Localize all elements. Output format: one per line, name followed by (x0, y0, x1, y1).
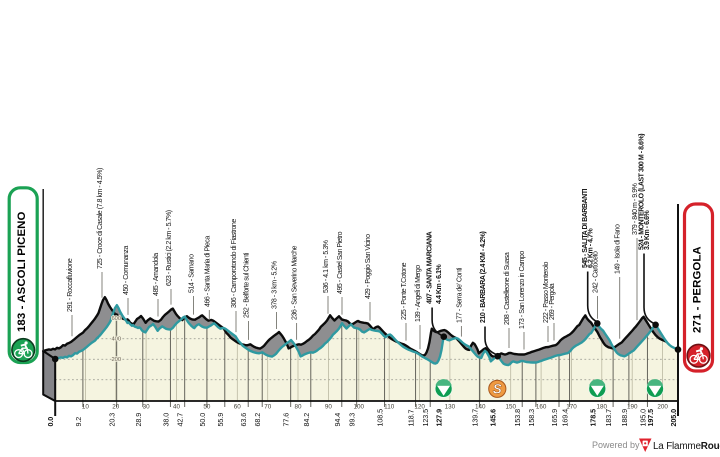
svg-text:173 - San Lorenzo in Campo: 173 - San Lorenzo in Campo (519, 251, 526, 329)
svg-text:188.9: 188.9 (620, 409, 629, 427)
svg-text:178.5: 178.5 (588, 409, 597, 427)
svg-text:139.7: 139.7 (470, 409, 479, 427)
svg-text:123.5: 123.5 (421, 409, 430, 427)
svg-text:0.0: 0.0 (46, 417, 55, 427)
svg-text:50.0: 50.0 (198, 413, 207, 427)
svg-text:545 - SALITA DI BARBANTI: 545 - SALITA DI BARBANTI (582, 188, 589, 268)
svg-text:180: 180 (597, 404, 608, 411)
svg-text:149 - Isola di Fano: 149 - Isola di Fano (615, 224, 622, 274)
svg-text:524 - MONTEROLO (LAST 300 M -: 524 - MONTEROLO (LAST 300 M - 8.6%) (639, 134, 646, 250)
svg-text:150: 150 (505, 404, 516, 411)
svg-text:183 - ASCOLI PICENO: 183 - ASCOLI PICENO (16, 211, 28, 332)
svg-text:Powered by: Powered by (592, 440, 640, 450)
svg-text:379 - 840 m - 9.9%: 379 - 840 m - 9.9% (632, 183, 639, 235)
svg-text:514 - Sarnano: 514 - Sarnano (189, 254, 196, 293)
svg-text:20: 20 (112, 404, 120, 411)
svg-text:306 - Camporotondo di Fiastron: 306 - Camporotondo di Fiastrone (231, 219, 238, 308)
svg-text:100: 100 (354, 404, 365, 411)
svg-text:725 - Croce di Casale (7.8 km: 725 - Croce di Casale (7.8 km - 4.5%) (97, 168, 104, 269)
svg-text:94.4: 94.4 (333, 413, 342, 427)
svg-text:378 - 3 km - 5.2%: 378 - 3 km - 5.2% (272, 261, 279, 309)
svg-text:84.2: 84.2 (302, 413, 311, 427)
svg-text:99.3: 99.3 (348, 413, 357, 427)
svg-text:183.7: 183.7 (604, 409, 613, 427)
svg-text:30: 30 (143, 404, 151, 411)
svg-text:450 - Comunanza: 450 - Comunanza (123, 246, 130, 295)
svg-text:10: 10 (82, 404, 90, 411)
svg-text:108.5: 108.5 (376, 409, 385, 427)
svg-text:139 - Angeli di Mergo: 139 - Angeli di Mergo (415, 265, 422, 322)
svg-text:495 - Castel San Pietro: 495 - Castel San Pietro (337, 231, 344, 294)
svg-text:536 - 4.1 km - 5.3%: 536 - 4.1 km - 5.3% (323, 240, 330, 293)
svg-text:429 - Poggio San Vicino: 429 - Poggio San Vicino (365, 234, 372, 299)
svg-text:200: 200 (111, 357, 121, 363)
svg-text:3.9 Km - 6.6%: 3.9 Km - 6.6% (644, 209, 651, 250)
svg-text:466 - Santa Maria di Pieca: 466 - Santa Maria di Pieca (204, 236, 211, 307)
svg-text:80: 80 (294, 404, 302, 411)
svg-text:40: 40 (173, 404, 181, 411)
svg-text:S: S (493, 382, 502, 397)
svg-text:160: 160 (536, 404, 547, 411)
svg-text:291 - Roccafluvione: 291 - Roccafluvione (67, 258, 74, 312)
svg-text:222 - Passo Monterolo: 222 - Passo Monterolo (543, 261, 550, 323)
svg-text:127.9: 127.9 (435, 409, 444, 427)
svg-text:271 - PERGOLA: 271 - PERGOLA (691, 246, 703, 333)
svg-text:153.8: 153.8 (513, 409, 522, 427)
svg-text:485 - Amandola: 485 - Amandola (153, 253, 160, 296)
svg-text:145.6: 145.6 (488, 409, 497, 427)
svg-text:400: 400 (111, 337, 121, 343)
svg-text:130: 130 (445, 404, 456, 411)
svg-text:165.9: 165.9 (550, 409, 559, 427)
svg-text:55.9: 55.9 (216, 413, 225, 427)
svg-text:140: 140 (475, 404, 486, 411)
svg-text:169.4: 169.4 (561, 409, 570, 427)
svg-text:407 - SANTA MARCIANA: 407 - SANTA MARCIANA (427, 231, 434, 304)
svg-text:50: 50 (203, 404, 211, 411)
svg-text:70: 70 (264, 404, 272, 411)
svg-text:118.7: 118.7 (407, 409, 416, 426)
svg-text:242 - Cartoceto: 242 - Cartoceto (593, 251, 600, 293)
svg-text:197.5: 197.5 (646, 409, 655, 427)
svg-text:252 - Belforte sul Chienti: 252 - Belforte sul Chienti (244, 252, 251, 318)
svg-text:77.6: 77.6 (282, 413, 291, 427)
svg-text:190: 190 (627, 404, 638, 411)
svg-text:6.2 Km - 4.7%: 6.2 Km - 4.7% (588, 227, 595, 268)
svg-text:La FlammeRouge: La FlammeRouge (653, 441, 720, 452)
svg-text:225 - Ponte T.Cotone: 225 - Ponte T.Cotone (401, 262, 408, 320)
svg-text:60: 60 (234, 404, 242, 411)
svg-text:90: 90 (325, 404, 333, 411)
svg-text:4.4 Km - 6.1%: 4.4 Km - 6.1% (436, 263, 443, 304)
svg-text:120: 120 (414, 404, 425, 411)
svg-text:177 - Serra de' Conti: 177 - Serra de' Conti (456, 267, 463, 323)
svg-text:170: 170 (566, 404, 577, 411)
svg-text:63.6: 63.6 (239, 413, 248, 427)
svg-text:623 - Rustici (2.2 km - 5.7%): 623 - Rustici (2.2 km - 5.7%) (166, 210, 173, 286)
svg-text:208 - Castelleone di Suasa: 208 - Castelleone di Suasa (504, 252, 511, 325)
svg-text:210 - BARBARA (2.4 KM - 4.2%): 210 - BARBARA (2.4 KM - 4.2%) (480, 232, 487, 323)
svg-text:38.0: 38.0 (161, 413, 170, 427)
svg-text:236 - San Severino Marche: 236 - San Severino Marche (292, 245, 299, 320)
svg-text:195.0: 195.0 (638, 409, 647, 427)
svg-text:110: 110 (384, 404, 395, 411)
svg-text:600: 600 (111, 316, 121, 322)
svg-text:9.2: 9.2 (74, 417, 83, 427)
svg-text:28.9: 28.9 (134, 413, 143, 427)
svg-text:205.0: 205.0 (669, 409, 678, 427)
svg-text:269 - Pergola: 269 - Pergola (549, 283, 556, 320)
svg-text:20.3: 20.3 (108, 413, 117, 427)
svg-text:200: 200 (657, 404, 668, 411)
svg-text:158.3: 158.3 (527, 409, 536, 427)
svg-text:42.7: 42.7 (176, 413, 185, 427)
svg-text:68.2: 68.2 (253, 413, 262, 427)
